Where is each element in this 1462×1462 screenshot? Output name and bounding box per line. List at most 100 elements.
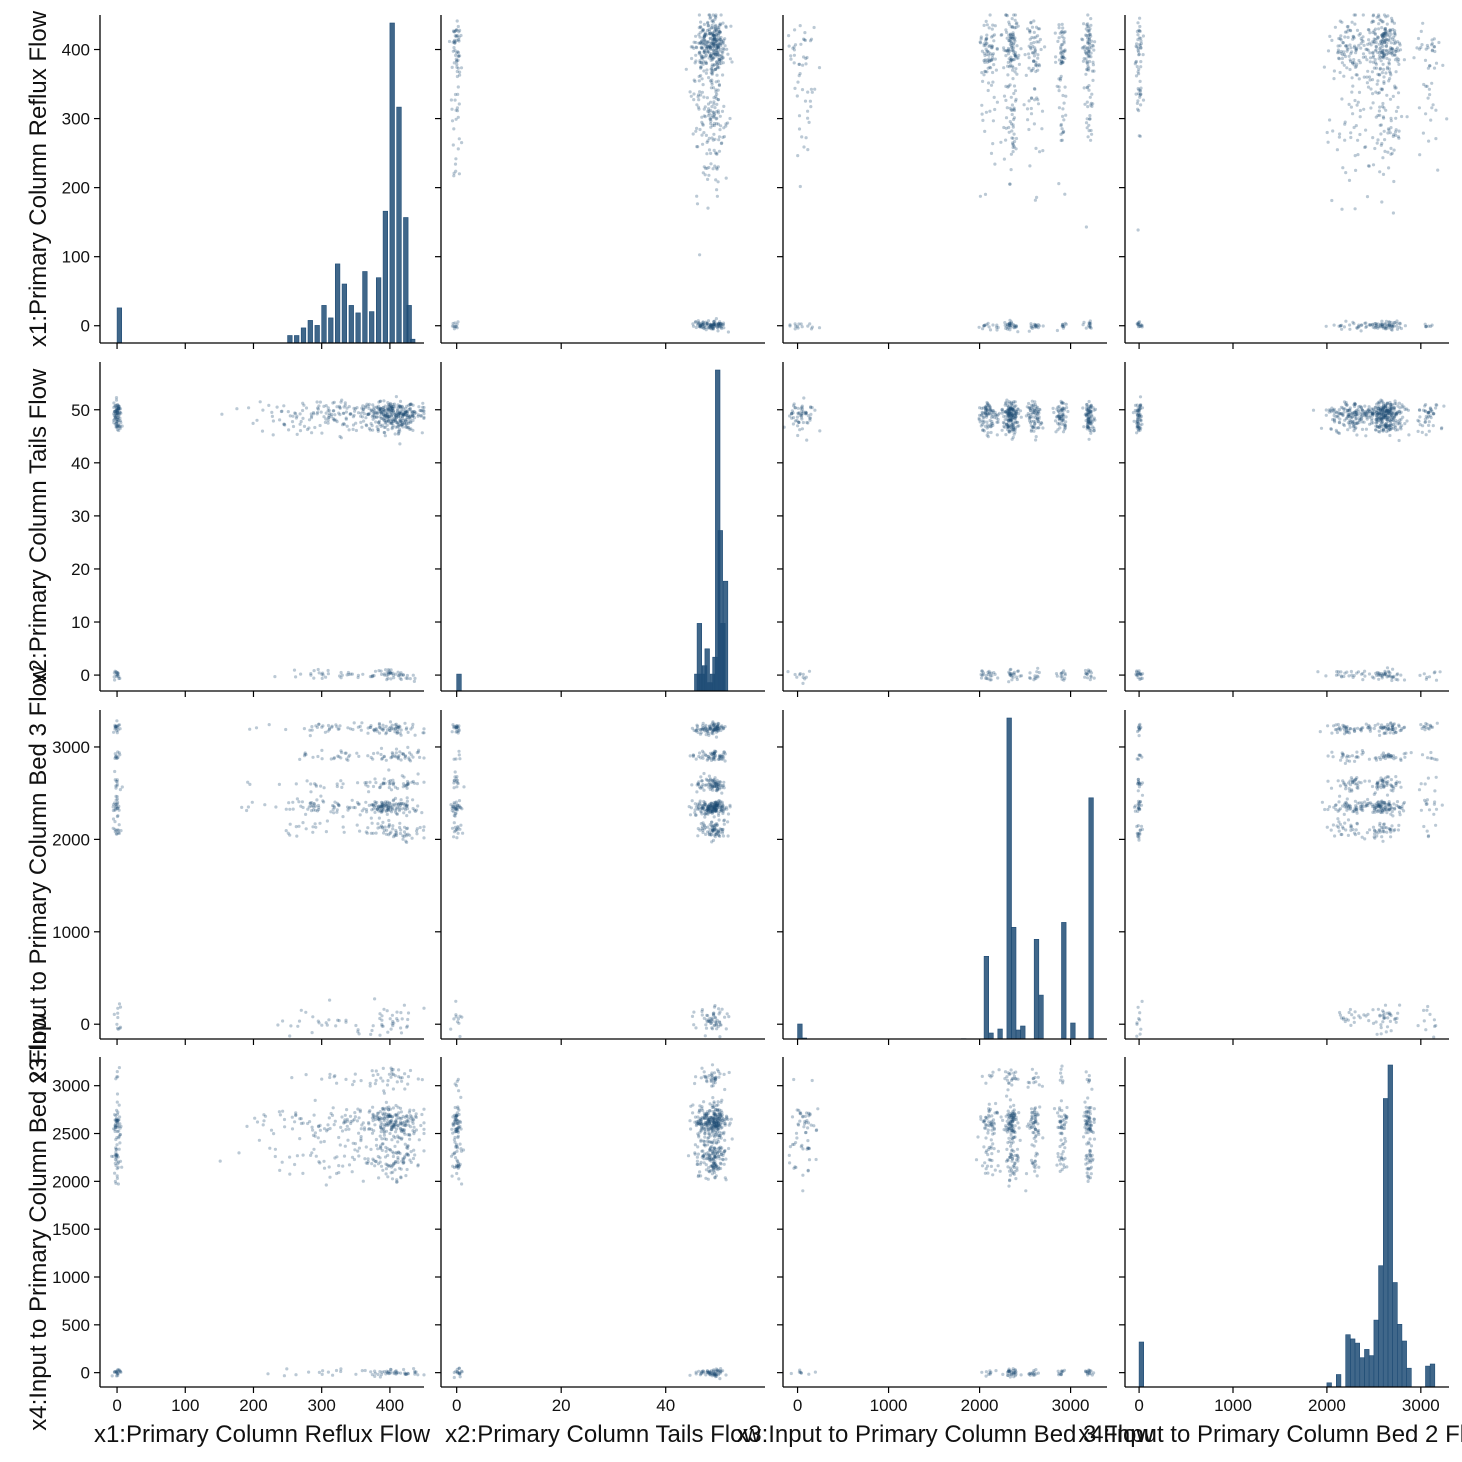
scatter-point [377, 731, 382, 735]
scatter-point [1390, 47, 1394, 51]
scatter-point [1386, 38, 1390, 42]
scatter-point [392, 676, 396, 680]
scatter-point [377, 400, 381, 404]
scatter-point [1009, 403, 1014, 407]
scatter-point [1384, 327, 1389, 331]
scatter-point [1089, 34, 1093, 38]
scatter-point [714, 317, 719, 321]
scatter-point [1024, 414, 1028, 418]
scatter-point [716, 322, 720, 326]
scatter-point [710, 56, 715, 60]
scatter-point [456, 85, 460, 89]
scatter-point [711, 323, 715, 327]
scatter-point [1004, 116, 1009, 120]
scatter-point [1029, 41, 1033, 46]
scatter-point [711, 43, 715, 47]
scatter-point [799, 42, 803, 46]
scatter-point [459, 66, 464, 70]
scatter-point [703, 41, 707, 46]
scatter-point [991, 142, 995, 146]
scatter-point [347, 672, 351, 677]
scatter-point [1394, 86, 1398, 90]
scatter-point [700, 56, 704, 60]
scatter-point [1388, 433, 1392, 438]
scatter-point [284, 727, 288, 732]
scatter-point [458, 54, 462, 58]
scatter-point [334, 1024, 338, 1028]
scatter-point [1337, 57, 1341, 61]
scatter-point [1382, 41, 1386, 45]
scatter-point [1002, 94, 1007, 98]
scatter-point [1432, 66, 1437, 70]
scatter-point [1008, 182, 1012, 186]
scatter-point [418, 755, 422, 760]
scatter-point [1355, 326, 1359, 330]
scatter-point [709, 15, 713, 19]
scatter-point [394, 751, 398, 755]
scatter-point [1033, 674, 1037, 678]
scatter-point [1013, 54, 1018, 58]
scatter-point [987, 26, 991, 30]
scatter-point [384, 420, 388, 424]
scatter-point [1427, 139, 1431, 143]
scatter-point [987, 81, 991, 85]
scatter-point [1344, 319, 1348, 323]
scatter-point [1053, 419, 1058, 423]
scatter-point [788, 323, 792, 327]
scatter-point [456, 320, 460, 324]
scatter-point [1034, 60, 1038, 64]
scatter-point [278, 418, 282, 422]
scatter-point [1007, 405, 1011, 409]
scatter-point [1339, 51, 1343, 55]
scatter-point [1383, 34, 1388, 39]
scatter-point [356, 673, 360, 677]
scatter-point [283, 423, 287, 427]
scatter-point [115, 417, 119, 421]
scatter-point [386, 668, 391, 672]
scatter-point [711, 167, 715, 171]
scatter-point [449, 98, 453, 102]
scatter-point [370, 821, 374, 825]
scatter-point [1026, 118, 1030, 122]
scatter-point [1381, 55, 1385, 59]
scatter-point [326, 668, 330, 673]
scatter-point [1373, 27, 1378, 31]
scatter-point [453, 41, 457, 45]
scatter-point [1063, 49, 1067, 53]
scatter-point [713, 33, 717, 37]
scatter-point [339, 749, 343, 753]
scatter-point [456, 50, 460, 54]
scatter-point [1358, 61, 1362, 65]
scatter-point [1138, 92, 1143, 96]
scatter-point [1088, 41, 1092, 45]
scatter-point [1388, 71, 1392, 75]
scatter-point [116, 831, 121, 835]
scatter-point [1371, 54, 1376, 58]
scatter-point [1332, 77, 1336, 81]
scatter-point [1140, 422, 1144, 426]
scatter-point [979, 35, 983, 39]
scatter-point [1007, 57, 1011, 61]
scatter-point [298, 412, 302, 416]
scatter-point [388, 831, 392, 836]
scatter-point [1385, 93, 1389, 97]
scatter-point [730, 60, 734, 64]
scatter-point [713, 137, 717, 141]
scatter-point [116, 750, 120, 754]
scatter-point [1407, 433, 1411, 437]
scatter-point [728, 57, 733, 61]
scatter-point [455, 19, 459, 23]
scatter-point [393, 405, 397, 409]
scatter-point [1422, 672, 1426, 676]
scatter-point [982, 429, 986, 433]
scatter-point [454, 117, 458, 121]
scatter-point [1055, 84, 1059, 88]
scatter-point [314, 825, 318, 829]
scatter-point [1387, 128, 1391, 132]
scatter-point [1356, 138, 1360, 142]
scatter-point [1326, 140, 1330, 144]
scatter-point [1370, 675, 1374, 679]
scatter-point [1059, 51, 1063, 56]
scatter-point [453, 30, 457, 34]
scatter-point [711, 327, 715, 331]
